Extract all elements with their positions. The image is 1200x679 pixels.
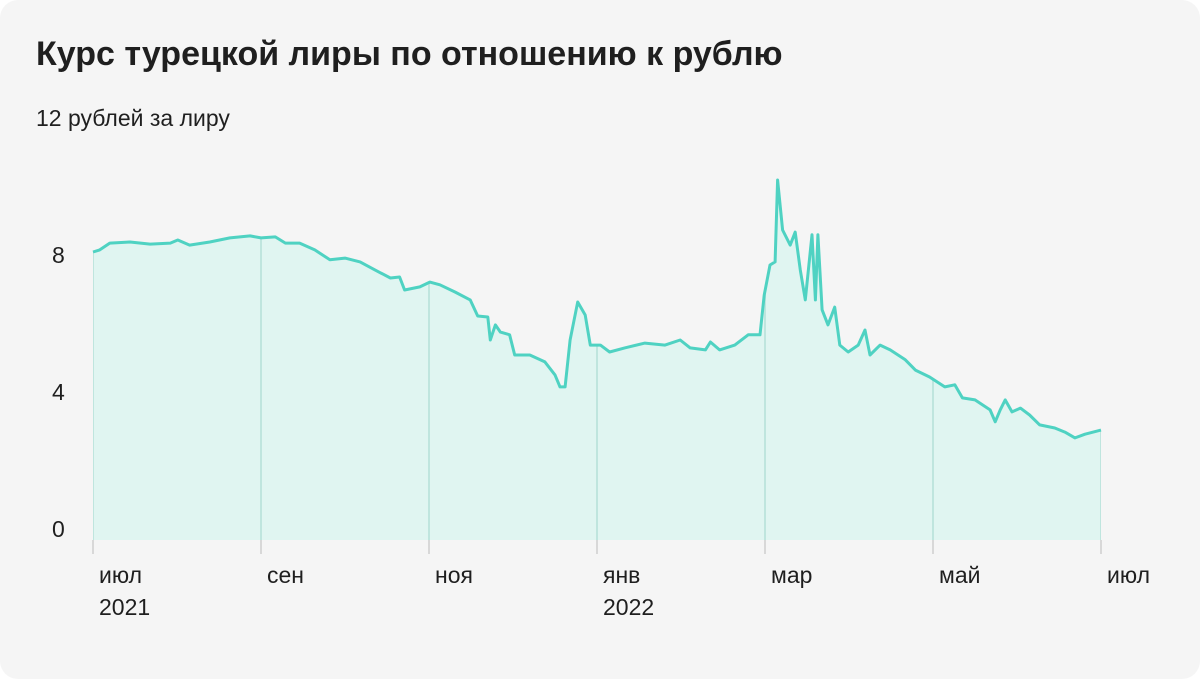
year-label: 2022 [603, 594, 654, 620]
y-tick-label: 12 рублей за лиру [36, 105, 230, 131]
line [92, 178, 1102, 440]
chart-title: Курс турецкой лиры по отношению к рублю [36, 35, 783, 73]
y-tick-label: 0 [52, 516, 65, 542]
x-tick-label: июл [1107, 562, 1150, 588]
x-tick-label: сен [267, 562, 304, 588]
x-tick-label: янв [603, 562, 640, 588]
x-tick-label: май [939, 562, 980, 588]
x-tick-label: июл [99, 562, 142, 588]
year-label: 2021 [99, 594, 150, 620]
y-tick-label: 8 [52, 242, 65, 268]
x-tick-label: мар [771, 562, 812, 588]
y-tick-label: 4 [52, 379, 65, 405]
x-tick-label: ноя [435, 562, 473, 588]
